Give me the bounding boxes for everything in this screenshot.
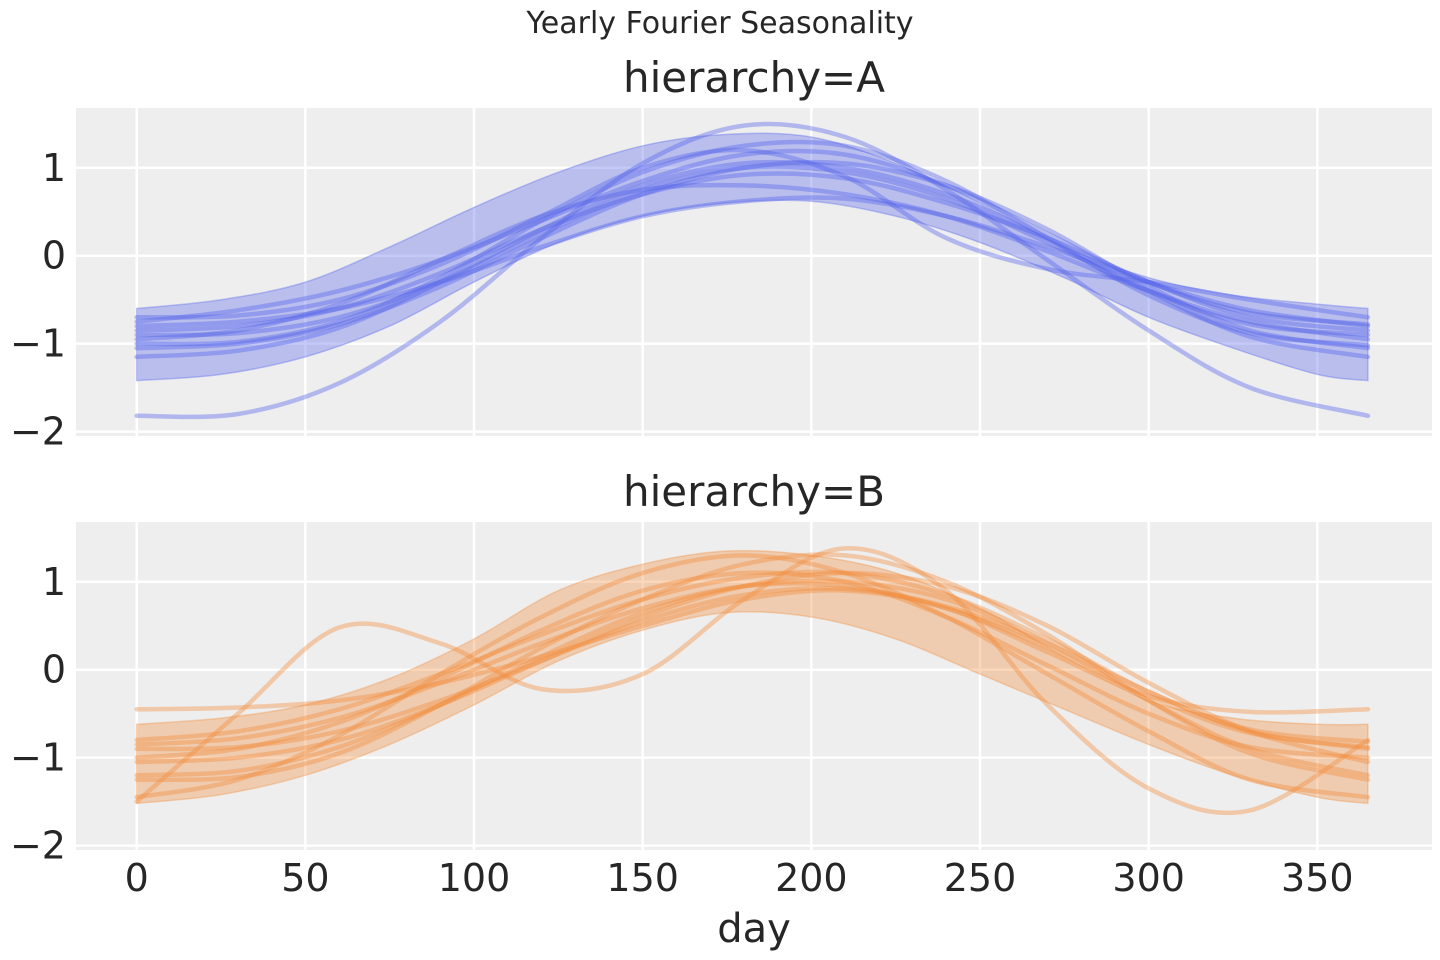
sample-line-a-8 <box>134 159 1371 351</box>
plot-area-b <box>76 522 1432 850</box>
sample-line-b-6 <box>134 585 1371 752</box>
y-tick-label-a-1: 0 <box>42 234 66 278</box>
sample-line-b-4 <box>134 570 1371 760</box>
x-tick-label-100: 100 <box>438 856 511 900</box>
sample-line-b-7 <box>134 578 1371 778</box>
sample-line-b-3 <box>134 581 1371 750</box>
panel-hierarchy-b: hierarchy=B 1 0 −1 −2 <box>10 467 1432 868</box>
y-ticks-b: 1 0 −1 −2 <box>10 560 66 868</box>
sample-line-a-5 <box>134 147 1371 320</box>
sample-line-a-4 <box>134 159 1371 360</box>
x-tick-label-50: 50 <box>281 856 329 900</box>
sample-line-a-6 <box>134 182 1371 342</box>
y-tick-label-a-0: 1 <box>42 146 66 190</box>
panel-hierarchy-a: hierarchy=A 1 0 −1 −2 <box>10 53 1432 454</box>
y-tick-label-a-3: −2 <box>10 410 66 454</box>
hdi-band-a <box>135 132 1369 382</box>
sample-lines-b <box>134 546 1371 816</box>
y-tick-label-b-2: −1 <box>10 736 66 780</box>
x-tick-label-0: 0 <box>125 856 149 900</box>
panel-title-a: hierarchy=A <box>623 53 885 102</box>
sample-line-a-3 <box>134 171 1371 333</box>
sample-line-a-1 <box>134 148 1371 327</box>
x-tick-label-350: 350 <box>1281 856 1354 900</box>
sample-line-a-0 <box>134 121 1371 420</box>
plot-area-a <box>76 108 1432 436</box>
sample-line-b-5 <box>134 553 1371 800</box>
sample-line-b-0 <box>134 546 1371 816</box>
hdi-band-b-area <box>135 549 1369 805</box>
sample-line-b-9 <box>134 570 1371 765</box>
x-ticks: 0 50 100 150 200 250 300 350 <box>125 856 1354 900</box>
chart-title: Yearly Fourier Seasonality <box>525 6 913 41</box>
grid-b <box>76 522 1432 850</box>
hdi-band-b <box>135 549 1369 805</box>
y-ticks-a: 1 0 −1 −2 <box>10 146 66 454</box>
sample-lines-a <box>134 121 1371 420</box>
y-tick-label-b-0: 1 <box>42 560 66 604</box>
y-tick-label-b-1: 0 <box>42 648 66 692</box>
grid-a <box>76 108 1432 436</box>
x-axis-label: day <box>717 906 791 952</box>
x-tick-label-250: 250 <box>944 856 1017 900</box>
x-tick-label-300: 300 <box>1112 856 1185 900</box>
sample-line-b-2 <box>134 552 1371 783</box>
x-tick-label-200: 200 <box>775 856 848 900</box>
sample-line-a-7 <box>134 195 1371 329</box>
panel-title-b: hierarchy=B <box>623 467 885 516</box>
y-tick-label-b-3: −2 <box>10 824 66 868</box>
sample-line-a-2 <box>134 139 1371 348</box>
x-tick-label-150: 150 <box>606 856 679 900</box>
hdi-band-a-area <box>135 132 1369 382</box>
sample-line-b-1 <box>134 588 1371 715</box>
y-tick-label-a-2: −1 <box>10 322 66 366</box>
sample-line-b-8 <box>134 569 1371 745</box>
sample-line-a-9 <box>134 164 1371 338</box>
